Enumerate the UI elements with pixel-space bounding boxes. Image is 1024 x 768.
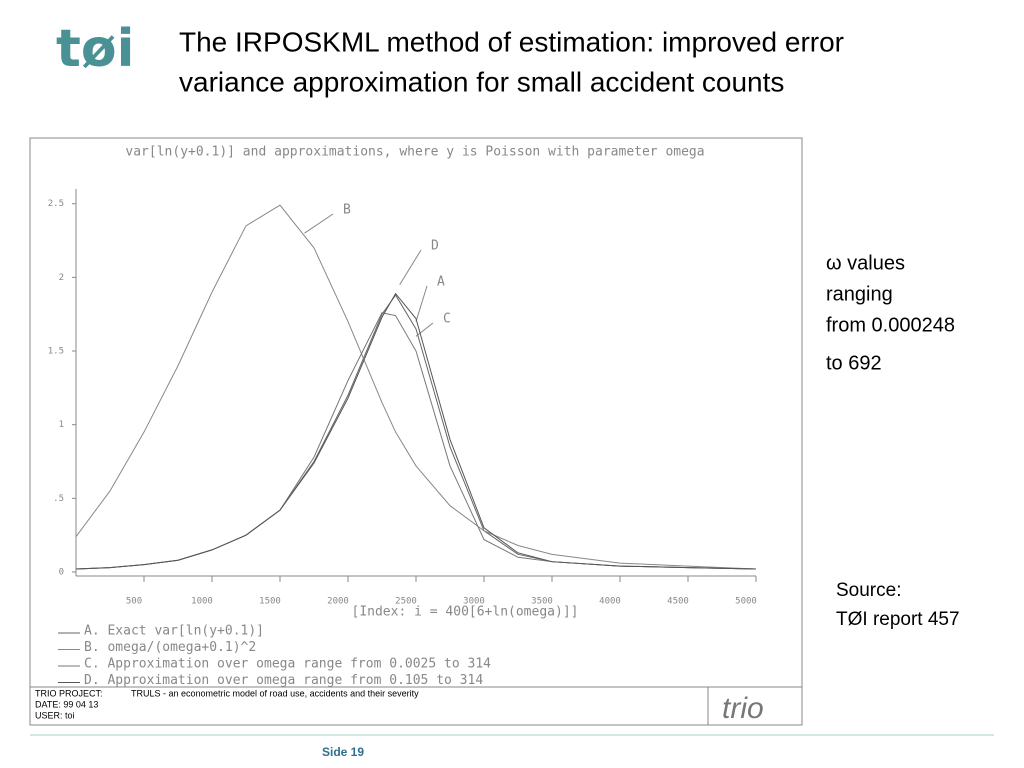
x-tick-label: 1500 bbox=[259, 597, 281, 607]
y-tick-label: 1.5 bbox=[48, 347, 64, 357]
x-tick-label: 3500 bbox=[531, 597, 553, 607]
legend-entry: A. Exact var[ln(y+0.1)] bbox=[84, 624, 264, 639]
x-tick-label: 2000 bbox=[327, 597, 349, 607]
footer-text: TRIO PROJECT: bbox=[35, 688, 103, 698]
curve-label: A bbox=[437, 275, 445, 290]
x-tick-label: 5000 bbox=[735, 597, 757, 607]
leader-line bbox=[415, 322, 434, 337]
legend-entry: C. Approximation over omega range from 0… bbox=[84, 657, 491, 672]
y-tick-label: 0 bbox=[59, 568, 64, 578]
slide-title: variance approximation for small acciden… bbox=[179, 66, 784, 97]
x-tick-label: 500 bbox=[126, 597, 142, 607]
footer-text: TRULS - an econometric model of road use… bbox=[131, 688, 419, 698]
x-tick-label: 1000 bbox=[191, 597, 213, 607]
leader-line bbox=[304, 213, 334, 234]
x-tick-label: 4500 bbox=[667, 597, 689, 607]
x-tick-label: 4000 bbox=[599, 597, 621, 607]
legend-entry: B. omega/(omega+0.1)^2 bbox=[84, 640, 256, 655]
x-tick-label: 2500 bbox=[395, 597, 417, 607]
page-number: Side 19 bbox=[322, 745, 364, 759]
y-tick-label: 2 bbox=[59, 273, 64, 283]
side-note: to 692 bbox=[826, 352, 882, 374]
curve-label: B bbox=[343, 203, 351, 218]
source: Source: bbox=[836, 580, 901, 601]
leader-line bbox=[415, 285, 428, 322]
chart-title: var[ln(y+0.1)] and approximations, where… bbox=[125, 145, 704, 160]
legend-entry: D. Approximation over omega range from 0… bbox=[84, 673, 483, 688]
logo: tøi bbox=[56, 19, 134, 79]
y-tick-label: 2.5 bbox=[48, 199, 64, 209]
side-note: ω values bbox=[826, 252, 905, 274]
brand: trio bbox=[722, 692, 764, 725]
line-series bbox=[75, 312, 757, 570]
footer-text: USER: toi bbox=[35, 710, 75, 720]
leader-line bbox=[399, 249, 422, 286]
line-series bbox=[75, 204, 757, 570]
side-note: from 0.000248 bbox=[826, 314, 955, 336]
chart-frame bbox=[29, 137, 803, 726]
source: TØI report 457 bbox=[836, 609, 960, 630]
curve-label: D bbox=[431, 239, 439, 254]
x-axis-label: [Index: i = 400[6+ln(omega)]] bbox=[352, 605, 579, 620]
slide-title: The IRPOSKML method of estimation: impro… bbox=[179, 26, 844, 57]
curve-label: C bbox=[443, 312, 451, 327]
line-series bbox=[75, 292, 757, 570]
x-tick-label: 3000 bbox=[463, 597, 485, 607]
y-tick-label: 1 bbox=[59, 420, 64, 430]
footer-text: DATE: 99 04 13 bbox=[35, 699, 98, 709]
side-note: ranging bbox=[826, 283, 893, 305]
y-tick-label: .5 bbox=[53, 494, 64, 504]
